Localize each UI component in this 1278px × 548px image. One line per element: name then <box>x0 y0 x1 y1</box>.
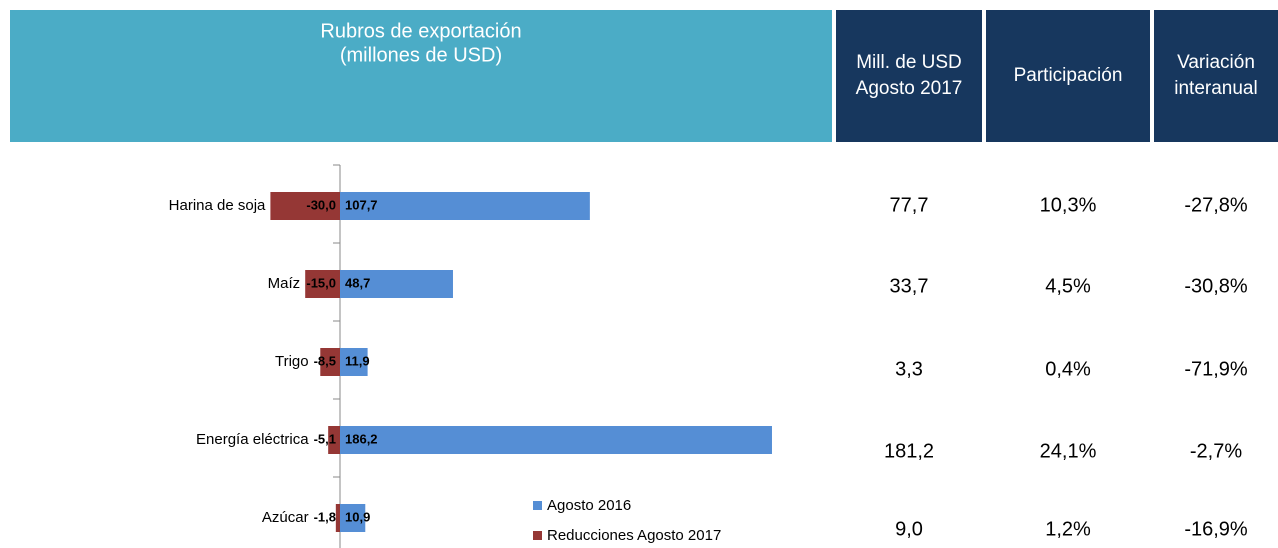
table-header: Agosto 2017 <box>856 78 963 99</box>
chart-title: (millones de USD) <box>340 44 502 66</box>
bar <box>340 270 453 298</box>
category-label: Energía eléctrica <box>196 431 309 448</box>
table-header: Participación <box>1014 65 1123 86</box>
table-cell: -16,9% <box>1184 518 1248 540</box>
table-cell: -30,8% <box>1184 275 1248 297</box>
table-header: interanual <box>1174 78 1257 99</box>
table-cell: 24,1% <box>1040 440 1097 462</box>
table-cell: 9,0 <box>895 518 923 540</box>
bar <box>305 270 340 298</box>
table-cell: 77,7 <box>890 194 929 216</box>
chart-title: Rubros de exportación <box>320 20 521 42</box>
value-label: 10,9 <box>345 509 370 524</box>
bar <box>328 426 340 454</box>
bar <box>340 348 368 376</box>
table-cell: 181,2 <box>884 440 934 462</box>
category-label: Maíz <box>268 275 301 292</box>
value-label: -8,5 <box>314 353 336 368</box>
legend-swatch <box>533 501 542 510</box>
table-cell: 10,3% <box>1040 194 1097 216</box>
value-label: -1,8 <box>314 509 336 524</box>
table-cell: 33,7 <box>890 275 929 297</box>
value-label: -15,0 <box>306 275 336 290</box>
value-label: 11,9 <box>345 353 370 368</box>
bar <box>335 504 340 532</box>
value-label: 107,7 <box>345 197 378 212</box>
table-header-cell <box>1154 10 1278 142</box>
table-cell: -2,7% <box>1190 440 1242 462</box>
table-header: Mill. de USD <box>856 52 962 73</box>
category-label: Trigo <box>275 353 309 370</box>
table-cell: 0,4% <box>1045 358 1091 380</box>
table-cell: -27,8% <box>1184 194 1248 216</box>
bar <box>340 192 590 220</box>
table-cell: 4,5% <box>1045 275 1091 297</box>
table-header-cell <box>986 10 1150 142</box>
value-label: -5,1 <box>314 431 336 446</box>
legend-label: Reducciones Agosto 2017 <box>547 527 721 544</box>
bar <box>340 504 366 532</box>
table-cell: -71,9% <box>1184 358 1248 380</box>
table-header: Variación <box>1177 52 1255 73</box>
table-cell: 1,2% <box>1045 518 1091 540</box>
legend-swatch <box>533 531 542 540</box>
value-label: -30,0 <box>306 197 336 212</box>
value-label: 186,2 <box>345 431 378 446</box>
bar <box>320 348 340 376</box>
value-label: 48,7 <box>345 275 370 290</box>
chart-header-band <box>10 10 832 142</box>
bar <box>270 192 340 220</box>
table-cell: 3,3 <box>895 358 923 380</box>
bar <box>340 426 772 454</box>
category-label: Harina de soja <box>169 197 266 214</box>
category-label: Azúcar <box>262 509 309 526</box>
table-header-cell <box>836 10 982 142</box>
legend-label: Agosto 2016 <box>547 497 631 514</box>
